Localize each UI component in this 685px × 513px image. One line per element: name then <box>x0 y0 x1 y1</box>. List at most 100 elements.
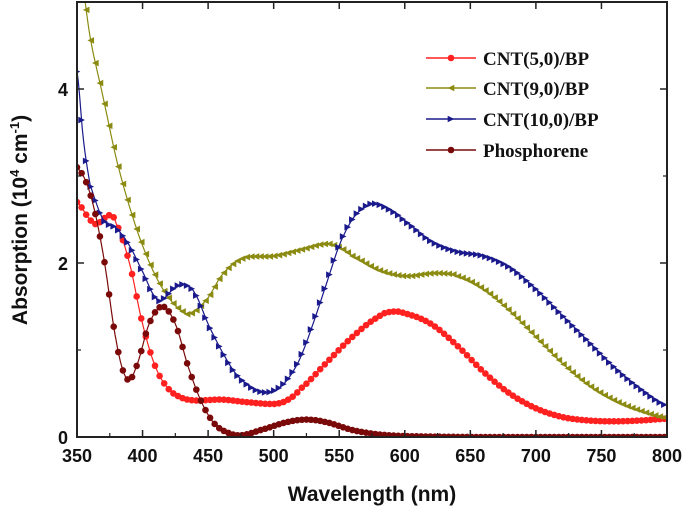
data-point <box>87 192 95 199</box>
y-tick-label: 4 <box>58 80 68 100</box>
data-point <box>449 338 457 346</box>
x-tick-label: 550 <box>324 446 354 466</box>
data-point <box>394 211 402 219</box>
data-point <box>358 257 365 265</box>
data-point <box>564 365 572 372</box>
data-point <box>87 37 95 44</box>
data-point <box>119 232 127 240</box>
data-point <box>82 178 90 186</box>
data-point <box>472 361 480 369</box>
data-point <box>243 253 251 261</box>
data-point <box>330 351 338 359</box>
data-point <box>284 375 292 383</box>
data-point <box>385 206 393 213</box>
data-point <box>115 348 122 356</box>
legend-marker <box>447 115 455 123</box>
data-point <box>298 384 306 391</box>
data-point <box>587 383 595 390</box>
data-point <box>312 313 319 320</box>
data-point <box>289 393 296 401</box>
data-point <box>128 246 136 254</box>
data-point <box>344 249 352 256</box>
data-point <box>390 308 397 315</box>
data-point <box>151 271 159 279</box>
data-point <box>238 377 246 384</box>
y-label-main: Absorption (10 <box>9 177 32 325</box>
series-line <box>77 166 667 437</box>
data-point <box>344 223 352 231</box>
data-point <box>642 389 650 397</box>
data-point <box>440 244 448 251</box>
data-point <box>110 223 118 230</box>
data-point <box>303 339 310 346</box>
data-point <box>569 322 576 329</box>
data-point <box>289 368 296 376</box>
data-point <box>179 343 186 351</box>
data-point <box>307 375 315 383</box>
data-point <box>427 270 434 277</box>
data-point <box>440 270 448 277</box>
data-point <box>500 260 508 268</box>
data-point <box>482 253 489 260</box>
data-point <box>367 200 374 208</box>
data-point <box>615 399 622 406</box>
data-point <box>170 285 177 293</box>
data-point <box>101 100 108 108</box>
data-point <box>555 308 563 316</box>
data-point <box>312 370 319 378</box>
x-tick-label: 700 <box>521 446 551 466</box>
data-point <box>601 354 609 362</box>
data-point <box>215 275 223 283</box>
x-tick-label: 800 <box>652 446 682 466</box>
y-tick-label: 2 <box>58 254 68 274</box>
data-point <box>156 372 163 380</box>
data-point <box>211 334 218 341</box>
data-point <box>321 240 329 248</box>
data-point <box>413 226 420 234</box>
data-point <box>459 249 466 257</box>
data-point <box>78 204 85 211</box>
data-point <box>371 265 379 272</box>
data-point <box>546 299 553 306</box>
data-point <box>105 221 113 229</box>
data-point <box>573 326 581 334</box>
data-point <box>362 260 370 267</box>
data-point <box>596 349 604 357</box>
x-tick-label: 500 <box>259 446 289 466</box>
data-point <box>248 253 255 260</box>
data-point <box>303 380 310 387</box>
data-point <box>408 272 416 280</box>
data-point <box>468 356 475 364</box>
data-point <box>225 264 232 272</box>
data-point <box>160 295 168 302</box>
data-point <box>119 367 127 374</box>
data-point <box>147 285 154 293</box>
data-point <box>532 333 540 341</box>
data-point <box>477 252 485 259</box>
data-point <box>638 386 645 393</box>
data-point <box>385 270 393 277</box>
data-point <box>87 217 95 224</box>
data-point <box>555 356 563 364</box>
data-point <box>275 251 283 259</box>
data-point <box>92 59 99 67</box>
data-point <box>528 329 535 336</box>
data-point <box>353 329 361 337</box>
series-2 <box>77 69 667 409</box>
data-point <box>578 331 586 339</box>
data-point <box>293 360 301 368</box>
data-point <box>115 226 122 234</box>
data-point <box>376 201 384 209</box>
data-point <box>229 260 237 268</box>
data-point <box>261 253 269 260</box>
data-point <box>124 239 131 246</box>
data-point <box>179 308 186 315</box>
data-point <box>142 275 150 283</box>
data-point <box>459 347 466 354</box>
legend-marker <box>447 146 455 154</box>
data-point <box>234 257 241 265</box>
data-point <box>293 247 301 254</box>
data-point <box>326 271 333 278</box>
data-point <box>628 379 636 386</box>
data-point <box>271 387 278 394</box>
